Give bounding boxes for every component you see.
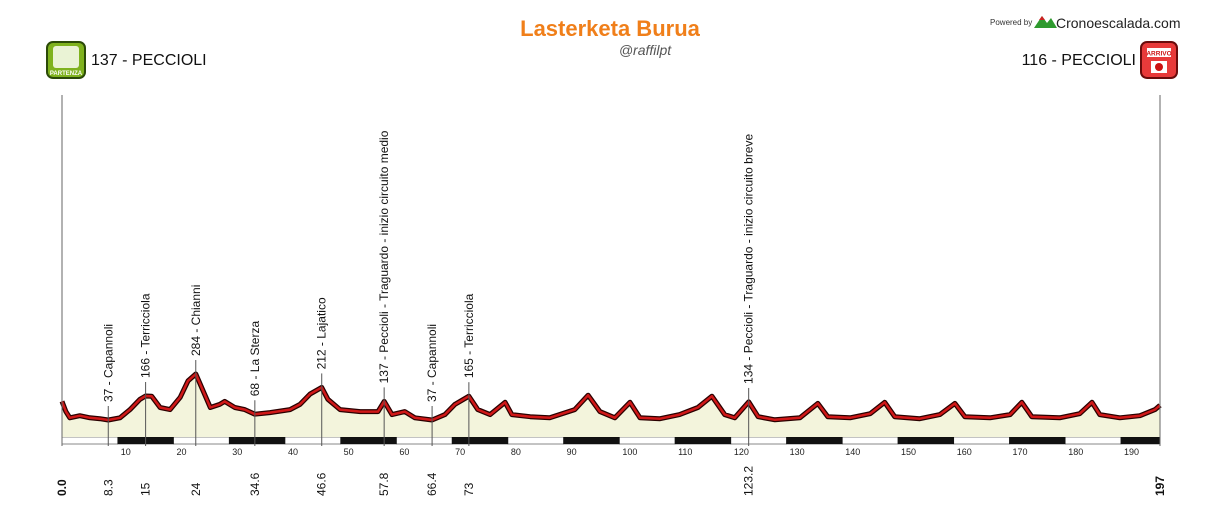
marker-km: 57.8: [377, 472, 391, 496]
km-band: [730, 436, 787, 445]
x-tick-label: 110: [678, 447, 692, 457]
finish-label: 116 - PECCIOLI: [1022, 52, 1136, 69]
x-tick-label: 90: [567, 447, 577, 457]
km-band: [340, 436, 397, 445]
marker-label: 212 - Lajatico: [315, 297, 329, 369]
finish-badge-text: ARRIVO: [1146, 51, 1171, 58]
km-band: [953, 436, 1010, 445]
end-label: 0.0: [55, 479, 69, 496]
x-tick-label: 10: [121, 447, 131, 457]
x-tick-label: 130: [790, 447, 805, 457]
km-band: [61, 436, 118, 445]
km-band: [1120, 436, 1161, 445]
finish-badge-dot: [1155, 63, 1163, 71]
marker-km: 123.2: [742, 466, 756, 496]
marker-km: 15: [139, 482, 153, 496]
start-label: 137 - PECCIOLI: [91, 52, 207, 69]
km-band: [786, 436, 843, 445]
brand: Cronoescalada.com: [1056, 15, 1181, 31]
km-band: [1009, 436, 1066, 445]
x-tick-label: 150: [901, 447, 916, 457]
x-tick-label: 40: [288, 447, 298, 457]
x-tick-label: 180: [1068, 447, 1083, 457]
x-tick-label: 60: [399, 447, 409, 457]
km-band: [451, 436, 509, 445]
x-tick-label: 140: [845, 447, 860, 457]
end-label: 197: [1153, 476, 1167, 496]
finish-badge-band: [1147, 48, 1171, 57]
marker-label: 68 - La Sterza: [248, 321, 262, 397]
km-band: [563, 436, 620, 445]
marker-label: 137 - Peccioli - Traguardo - inizio circ…: [377, 130, 391, 383]
brand-logo-peak: [1039, 16, 1045, 20]
km-band: [619, 436, 676, 445]
marker-km: 34.6: [248, 472, 262, 496]
km-band: [284, 436, 341, 445]
marker-km: 46.6: [315, 472, 329, 496]
x-tick-label: 100: [622, 447, 637, 457]
marker-km: 73: [462, 482, 476, 496]
marker-label: 134 - Peccioli - Traguardo - inizio circ…: [742, 134, 756, 384]
x-tick-label: 80: [511, 447, 521, 457]
x-tick-label: 30: [232, 447, 242, 457]
marker-km: 66.4: [425, 472, 439, 496]
chart-title: Lasterketa Burua: [520, 16, 701, 41]
km-band: [897, 436, 955, 445]
km-band: [228, 436, 286, 445]
x-tick-label: 70: [455, 447, 465, 457]
profile-line: [60, 372, 1161, 422]
x-tick-label: 160: [957, 447, 972, 457]
powered-by: Powered by: [990, 18, 1032, 27]
marker-label: 166 - Terricciola: [139, 293, 153, 378]
marker-km: 24: [189, 482, 203, 496]
km-band: [1064, 436, 1122, 445]
km-band: [842, 436, 899, 445]
km-band: [396, 436, 453, 445]
marker-label: 165 - Terricciola: [462, 293, 476, 378]
km-band: [173, 436, 230, 445]
x-tick-label: 120: [734, 447, 749, 457]
x-tick-label: 50: [344, 447, 354, 457]
start-badge-icon: [53, 46, 79, 68]
marker-label: 37 - Capannoli: [425, 324, 439, 402]
start-badge-text: PARTENZA: [50, 71, 83, 77]
x-tick-label: 170: [1013, 447, 1028, 457]
km-band: [674, 436, 732, 445]
chart-subtitle: @raffilpt: [619, 42, 672, 58]
brand-logo: [1034, 16, 1057, 28]
x-tick-label: 190: [1124, 447, 1139, 457]
km-band: [507, 436, 564, 445]
x-tick-label: 20: [176, 447, 186, 457]
marker-label: 284 - Chianni: [189, 285, 203, 356]
marker-label: 37 - Capannoli: [101, 324, 115, 402]
marker-km: 8.3: [101, 479, 115, 496]
profile-area: [62, 374, 1160, 437]
